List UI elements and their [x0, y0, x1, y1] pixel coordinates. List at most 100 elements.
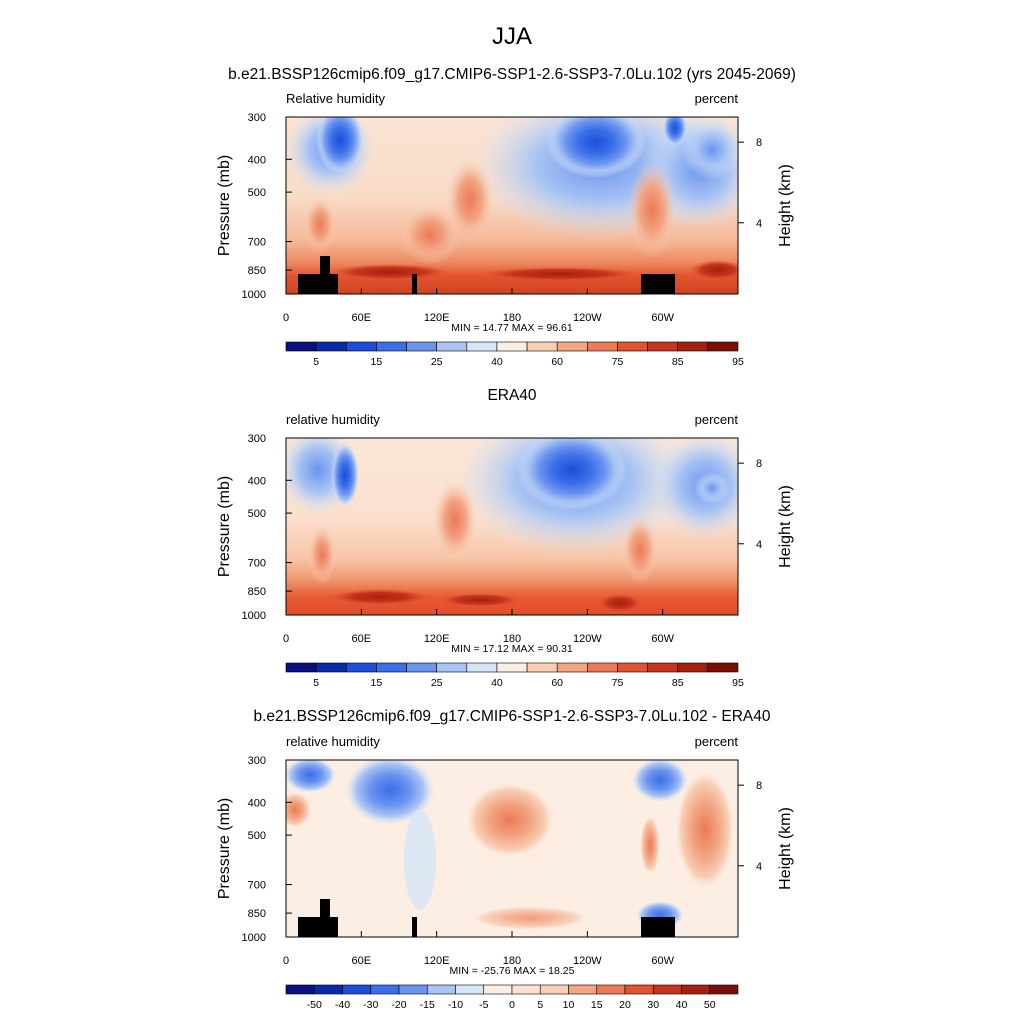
colorbar-swatch — [406, 662, 437, 673]
y-tick-label: 1000 — [242, 610, 266, 622]
y-tick-label: 850 — [248, 586, 266, 598]
x-tick-label: 0 — [283, 633, 289, 645]
colorbar-swatch — [315, 341, 347, 352]
panel-title: ERA40 — [487, 387, 536, 404]
y2-tick-label: 8 — [756, 137, 762, 149]
left-label: relative humidity — [286, 412, 380, 427]
colorbar-swatch — [315, 662, 347, 673]
colorbar-swatch — [285, 341, 317, 352]
y2-tick-label: 4 — [756, 539, 762, 551]
panel-title: b.e21.BSSP126cmip6.f09_g17.CMIP6-SSP1-2.… — [228, 66, 796, 83]
y-tick-label: 850 — [248, 908, 266, 920]
y-axis-label: Pressure (mb) — [216, 476, 233, 577]
colorbar-swatch — [681, 984, 711, 995]
colorbar-swatch — [526, 662, 558, 673]
y-tick-label: 400 — [248, 154, 266, 166]
y2-axis-label: Height (km) — [777, 164, 794, 247]
colorbar-label: -10 — [448, 999, 463, 1011]
colorbar-label: -15 — [420, 999, 435, 1011]
y-tick-label: 1000 — [242, 932, 266, 944]
colorbar-label: 15 — [371, 356, 383, 368]
colorbar-swatch — [376, 662, 407, 673]
y2-tick-label: 4 — [756, 218, 762, 230]
colorbar-swatch — [568, 984, 598, 995]
colorbar-label: -50 — [307, 999, 322, 1011]
colorbar-swatch — [526, 341, 558, 352]
colorbar-label: -40 — [335, 999, 350, 1011]
colorbar-swatch — [406, 341, 437, 352]
y-tick-label: 400 — [248, 475, 266, 487]
y-tick-label: 300 — [248, 112, 266, 124]
colorbar-label: 40 — [491, 356, 503, 368]
panel-era40: ERA40 relative humidity percent — [285, 387, 739, 616]
topography-mask — [298, 899, 675, 937]
figure-title: JJA — [492, 23, 532, 50]
y-tick-label: 700 — [248, 880, 266, 892]
x-tick-label: 60E — [352, 955, 372, 967]
colorbar-label: 95 — [732, 356, 744, 368]
colorbar-swatch — [624, 984, 654, 995]
panel-model: b.e21.BSSP126cmip6.f09_g17.CMIP6-SSP1-2.… — [228, 66, 796, 295]
x-tick-label: 60W — [651, 633, 674, 645]
colorbar-swatch — [496, 341, 528, 352]
y-tick-label: 500 — [248, 508, 266, 520]
colorbar-swatch — [342, 984, 372, 995]
colorbar-label: 5 — [313, 677, 319, 689]
right-label: percent — [695, 734, 739, 749]
colorbar-swatch — [285, 662, 317, 673]
colorbar-swatch — [707, 662, 739, 673]
colorbar-swatch — [596, 984, 626, 995]
y-tick-label: 500 — [248, 187, 266, 199]
right-label: percent — [695, 91, 739, 106]
colorbar-label: 85 — [672, 677, 684, 689]
colorbar-swatch — [677, 662, 709, 673]
y2-tick-label: 4 — [756, 861, 762, 873]
x-tick-label: 60W — [651, 955, 674, 967]
colorbar-label: 15 — [371, 677, 383, 689]
min-max-stats: MIN = -25.76 MAX = 18.25 — [450, 965, 575, 977]
y-tick-label: 400 — [248, 797, 266, 809]
y2-axis-label: Height (km) — [777, 807, 794, 890]
colorbar-label: -30 — [363, 999, 378, 1011]
y2-tick-label: 8 — [756, 458, 762, 470]
colorbar-label: 5 — [537, 999, 543, 1011]
colorbar-label: 40 — [491, 677, 503, 689]
topography-mask — [298, 256, 675, 294]
y2-tick-label: 8 — [756, 780, 762, 792]
colorbar-swatch — [285, 984, 315, 995]
y-tick-label: 300 — [248, 755, 266, 767]
colorbar-label: 40 — [676, 999, 688, 1011]
colorbar-label: 75 — [612, 356, 624, 368]
x-tick-label: 180 — [503, 312, 521, 324]
x-tick-label: 180 — [503, 955, 521, 967]
panel-title: b.e21.BSSP126cmip6.f09_g17.CMIP6-SSP1-2.… — [254, 708, 771, 725]
contour-field — [286, 760, 738, 937]
colorbar-swatch — [483, 984, 513, 995]
colorbar-swatch — [426, 984, 456, 995]
colorbar-swatch — [539, 984, 569, 995]
colorbar-label: 15 — [591, 999, 603, 1011]
x-tick-label: 120E — [424, 955, 450, 967]
colorbar-swatch — [617, 341, 648, 352]
y-tick-label: 1000 — [242, 289, 266, 301]
y-tick-label: 700 — [248, 558, 266, 570]
min-max-stats: MIN = 17.12 MAX = 90.31 — [451, 643, 573, 655]
colorbar-label: 20 — [619, 999, 631, 1011]
colorbar-swatch — [556, 341, 588, 352]
colorbar-label: 60 — [551, 356, 563, 368]
colorbar-label: 60 — [551, 677, 563, 689]
colorbar-swatch — [455, 984, 485, 995]
colorbar-swatch — [398, 984, 428, 995]
colorbar-swatch — [511, 984, 541, 995]
colorbar-label: 75 — [612, 677, 624, 689]
colorbar-swatch — [466, 341, 498, 352]
colorbar-swatch — [496, 662, 528, 673]
colorbar-swatch — [436, 662, 468, 673]
x-tick-label: 120W — [573, 312, 602, 324]
contour-field — [286, 117, 738, 294]
colorbar-swatch — [345, 341, 377, 352]
panel-difference: b.e21.BSSP126cmip6.f09_g17.CMIP6-SSP1-2.… — [254, 708, 771, 938]
colorbar-label: 85 — [672, 356, 684, 368]
